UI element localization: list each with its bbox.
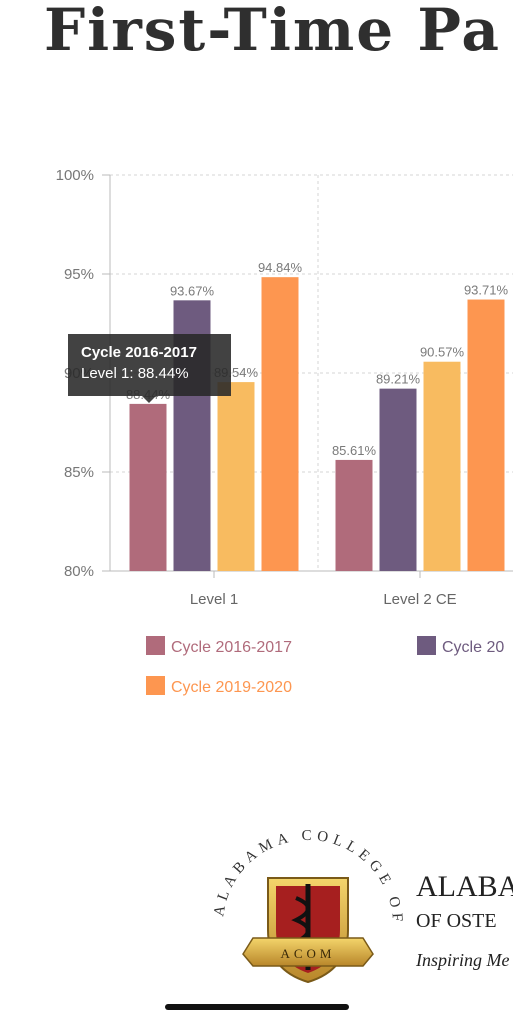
legend-item-cycle-2016-2017[interactable]: Cycle 2016-2017 (146, 636, 292, 657)
page-title: First-Time Pa (44, 0, 501, 64)
college-name-line-2: OF OSTE (416, 910, 497, 932)
data-label: 90.57% (420, 345, 465, 360)
y-tick-label: 95% (64, 266, 94, 283)
bar (335, 459, 373, 571)
bar (379, 388, 417, 571)
college-name-line-1: ALABA (416, 870, 513, 903)
x-tick-label: Level 1 (190, 591, 238, 608)
y-tick-label: 80% (64, 563, 94, 580)
data-label: 89.21% (376, 372, 421, 387)
x-tick-label: Level 2 CE (383, 591, 456, 608)
legend-swatch (146, 676, 165, 695)
data-label: 93.71% (464, 283, 509, 298)
legend-item-cycle-2019-2020[interactable]: Cycle 2019-2020 (146, 676, 292, 697)
tooltip-pointer (142, 396, 156, 403)
legend-label: Cycle 2016-2017 (171, 639, 292, 656)
bar (129, 403, 167, 571)
college-tagline: Inspiring Me (416, 950, 510, 970)
bar (261, 277, 299, 571)
tooltip-title: Cycle 2016-2017 (81, 344, 197, 361)
chart-tooltip: Cycle 2016-2017 Level 1: 88.44% (68, 334, 231, 396)
legend-swatch (417, 636, 436, 655)
college-seal-logo: ALABAMA COLLEGE OF OSTEOPATHIC MEDICINE … (208, 830, 400, 984)
data-label: 94.84% (258, 260, 303, 275)
home-indicator[interactable] (165, 1004, 349, 1010)
y-tick-label: 100% (56, 167, 94, 184)
legend-swatch (146, 636, 165, 655)
bar (467, 299, 505, 571)
y-tick-label: 85% (64, 464, 94, 481)
legend-item-cycle-20[interactable]: Cycle 20 (417, 636, 504, 657)
bar (423, 361, 461, 571)
legend-label: Cycle 20 (442, 639, 505, 656)
bar (217, 382, 255, 571)
tooltip-body: Level 1: 88.44% (81, 365, 189, 382)
chart-bars (129, 277, 505, 571)
legend-label: Cycle 2019-2020 (171, 679, 292, 696)
data-label: 93.67% (170, 283, 215, 298)
logo-badge-text: ACOM (280, 946, 335, 961)
data-label: 85.61% (332, 443, 377, 458)
